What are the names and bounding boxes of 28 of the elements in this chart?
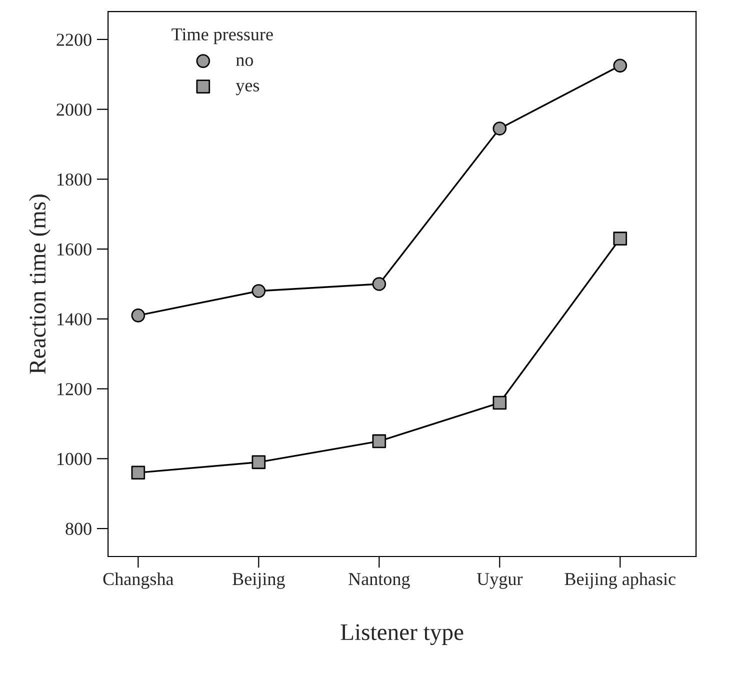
y-tick-label: 1000 [58,452,92,466]
y-tick-label: 1600 [58,243,92,256]
point [252,284,266,298]
legend-label: no [236,57,254,66]
point [492,122,507,136]
point [372,277,386,291]
legend-label: yes [236,82,260,96]
y-tick-label: 1200 [58,383,92,396]
y-tick-label: 1800 [58,173,92,186]
point [131,308,146,322]
y-tick-label: 1400 [58,313,92,326]
point [131,466,146,480]
x-tick-label: Uygur [476,573,523,589]
x-tick-label: Beijing [232,572,285,589]
x-axis-title: Listener type [340,624,464,646]
point [613,232,628,246]
x-tick-label: Nantong [348,573,410,589]
legend-title: Time pressure [172,28,273,44]
y-tick-label: 2000 [56,104,92,116]
x-tick-label: Beijing aphasic [564,572,676,589]
point [613,58,628,73]
x-tick-label: Changsha [103,572,174,589]
point [252,455,266,470]
y-tick-label: 2200 [56,34,92,46]
y-tick-label: 800 [66,522,92,535]
point [372,434,386,448]
point [492,396,507,410]
y-axis-title: Reaction time (ms) [28,194,50,374]
